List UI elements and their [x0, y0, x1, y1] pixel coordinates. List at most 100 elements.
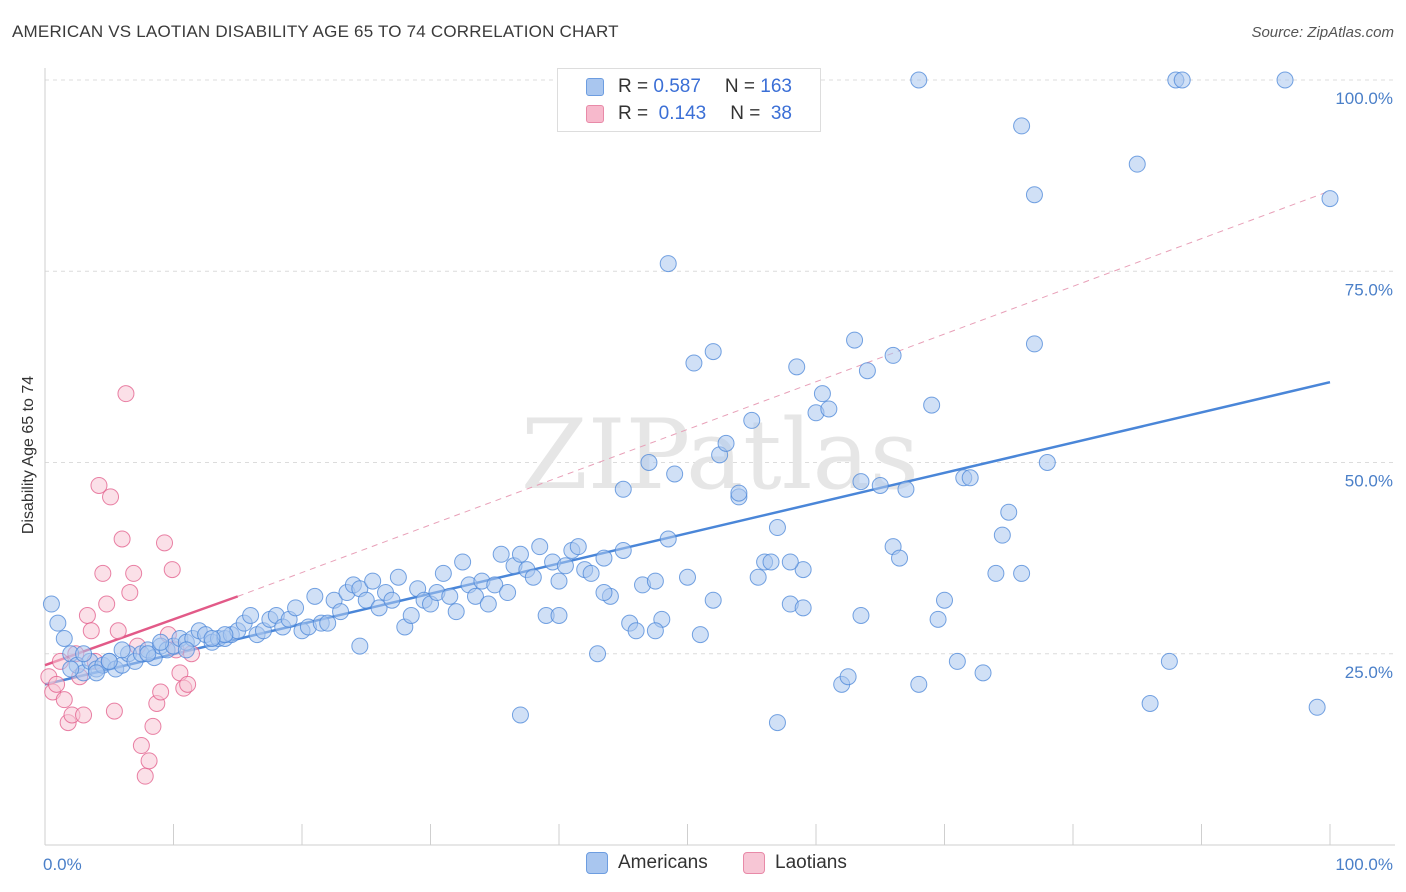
- laotian-points: [40, 385, 200, 785]
- american-point: [434, 564, 452, 582]
- chart-title: AMERICAN VS LAOTIAN DISABILITY AGE 65 TO…: [12, 22, 619, 41]
- american-point: [704, 591, 722, 609]
- american-point: [55, 629, 73, 647]
- gridlines: [45, 79, 1395, 655]
- american-point: [466, 587, 484, 605]
- laotian-point: [121, 584, 139, 602]
- american-point: [357, 591, 375, 609]
- laotians-swatch: [586, 105, 604, 123]
- laotian-point: [94, 564, 112, 582]
- laotian-point: [109, 622, 127, 640]
- american-point: [595, 584, 613, 602]
- american-point: [884, 346, 902, 364]
- laotian-point: [105, 702, 123, 720]
- american-point: [550, 607, 568, 624]
- american-point: [749, 568, 767, 586]
- y-tick-label: 25.0%: [1345, 663, 1393, 682]
- x-tick-label: 100.0%: [1335, 855, 1393, 874]
- american-point: [595, 549, 613, 567]
- n-value: 163: [760, 76, 792, 97]
- n-label: N =: [730, 103, 766, 124]
- laotian-point: [152, 683, 170, 701]
- american-point: [139, 645, 157, 663]
- legend-row-americans: R = 0.587 N = 163: [558, 74, 792, 100]
- american-point: [839, 668, 857, 686]
- american-point: [1141, 694, 1159, 712]
- american-point: [987, 564, 1005, 582]
- american-point: [364, 572, 382, 590]
- american-point: [858, 362, 876, 380]
- american-point: [402, 607, 420, 624]
- laotian-point: [75, 706, 93, 724]
- legend-label: Americans: [618, 852, 708, 873]
- american-point: [383, 591, 401, 609]
- r-value: 0.587: [653, 76, 701, 97]
- y-tick-label: 100.0%: [1335, 89, 1393, 108]
- laotian-point: [125, 564, 143, 582]
- american-point: [627, 622, 645, 640]
- laotian-point: [156, 534, 174, 552]
- american-point: [87, 664, 105, 682]
- american-point: [306, 587, 324, 605]
- american-point: [556, 557, 574, 575]
- tick-labels: 25.0% 50.0% 75.0% 100.0% 0.0% 100.0%: [43, 89, 1393, 874]
- american-point: [100, 652, 118, 670]
- laotians-swatch: [743, 852, 765, 874]
- american-point: [370, 599, 388, 617]
- american-point: [447, 603, 465, 621]
- american-point: [704, 343, 722, 361]
- american-point: [1128, 155, 1146, 173]
- legend-item-laotians: Laotians: [743, 852, 847, 874]
- american-point: [332, 603, 350, 621]
- american-point: [685, 354, 703, 372]
- american-point: [717, 434, 735, 452]
- legend-label: Laotians: [775, 852, 847, 873]
- american-point: [152, 633, 170, 651]
- american-point: [441, 587, 459, 605]
- american-point: [1160, 652, 1178, 670]
- laotian-point: [78, 607, 96, 624]
- legend-row-laotians: R = 0.143 N = 38: [558, 101, 792, 127]
- american-point: [492, 545, 510, 563]
- american-point: [582, 564, 600, 582]
- american-point: [910, 71, 928, 89]
- american-point: [499, 584, 517, 602]
- series-legend: Americans Laotians: [0, 852, 1406, 878]
- american-point: [768, 519, 786, 537]
- laotian-point: [82, 622, 100, 640]
- laotian-trend-extension: [237, 190, 1331, 597]
- american-point: [550, 572, 568, 590]
- american-point: [569, 538, 587, 556]
- american-points: [42, 71, 1339, 732]
- y-axis-label: Disability Age 65 to 74: [20, 376, 37, 534]
- laotian-point: [117, 385, 135, 403]
- american-point: [319, 614, 337, 632]
- american-point: [691, 626, 709, 644]
- american-point: [203, 629, 221, 647]
- american-point: [524, 568, 542, 586]
- laotian-point: [102, 488, 120, 506]
- american-point: [679, 568, 696, 586]
- american-point: [659, 255, 677, 273]
- americans-swatch: [586, 852, 608, 874]
- american-point: [871, 476, 889, 494]
- american-point: [666, 465, 684, 483]
- american-point: [1013, 564, 1031, 582]
- source-label: Source: ZipAtlas.com: [1251, 24, 1394, 41]
- american-point: [589, 645, 607, 663]
- american-point: [974, 664, 992, 682]
- american-point: [177, 641, 195, 659]
- american-point: [820, 400, 838, 418]
- correlation-legend: R = 0.587 N = 163 R = 0.143 N = 38: [557, 68, 821, 132]
- american-point: [486, 576, 504, 594]
- american-point: [42, 595, 60, 613]
- laotian-point: [144, 717, 162, 735]
- american-point: [1000, 503, 1018, 521]
- american-point: [113, 641, 131, 659]
- laotian-point: [140, 752, 158, 770]
- american-point: [479, 595, 497, 613]
- american-point: [1025, 335, 1043, 353]
- american-point: [614, 480, 632, 498]
- american-point: [961, 469, 979, 487]
